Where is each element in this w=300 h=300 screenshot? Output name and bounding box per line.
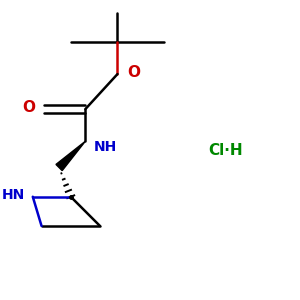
Text: O: O — [22, 100, 35, 115]
Text: HN: HN — [2, 188, 26, 202]
Text: O: O — [127, 65, 140, 80]
Text: Cl·H: Cl·H — [208, 142, 243, 158]
Polygon shape — [56, 141, 86, 171]
Text: NH: NH — [94, 140, 117, 154]
